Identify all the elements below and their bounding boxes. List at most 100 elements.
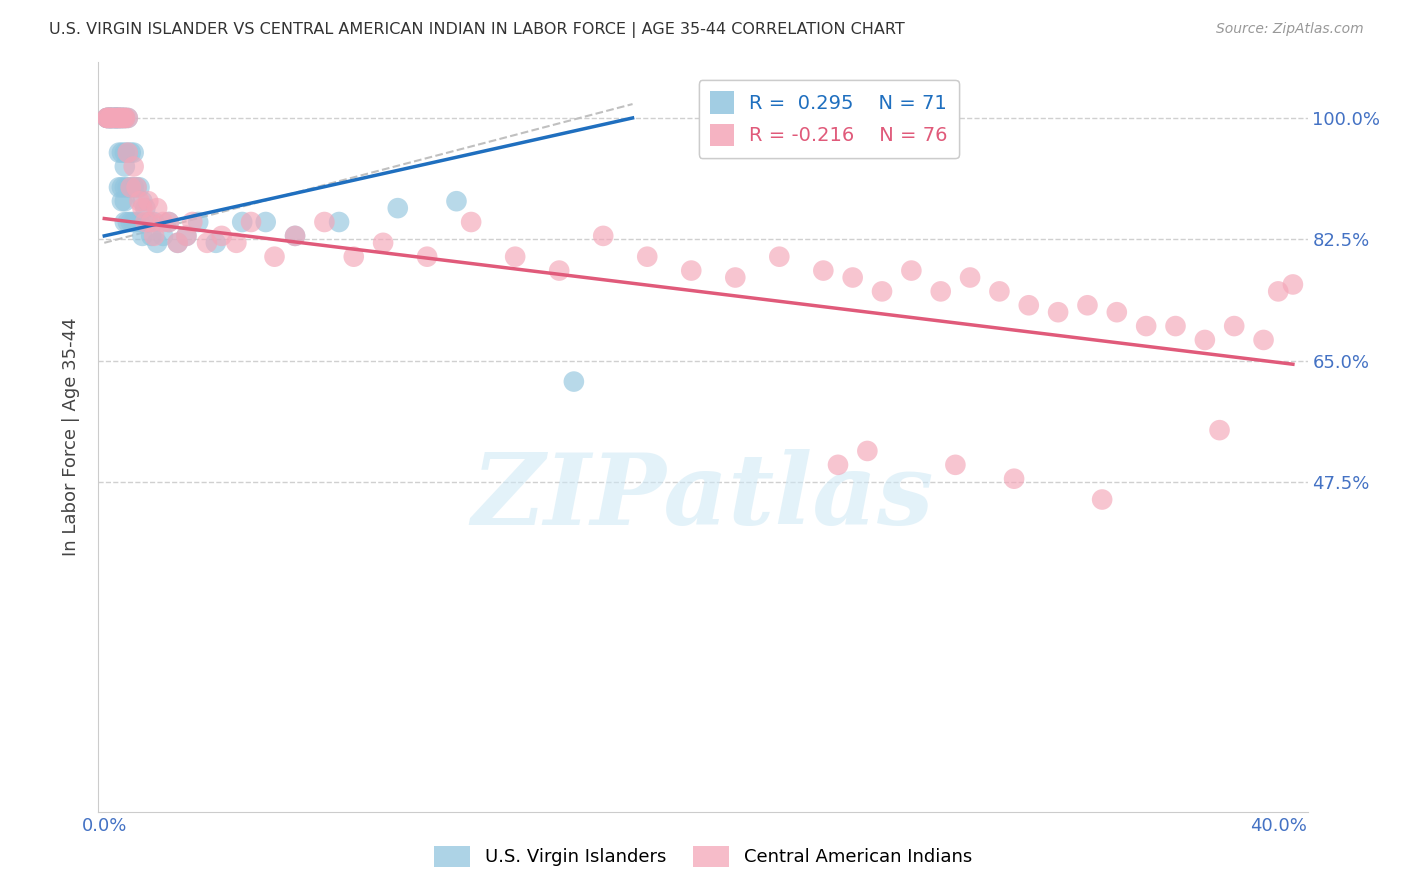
Point — [166, 235, 188, 250]
Text: Source: ZipAtlas.com: Source: ZipAtlas.com — [1216, 22, 1364, 37]
Point — [724, 270, 747, 285]
Point — [636, 250, 658, 264]
Point — [146, 235, 169, 250]
Point — [96, 111, 118, 125]
Point — [108, 111, 131, 125]
Point — [1135, 319, 1157, 334]
Point — [96, 111, 118, 125]
Point — [108, 180, 131, 194]
Point — [562, 375, 585, 389]
Point — [131, 201, 153, 215]
Point — [1076, 298, 1098, 312]
Point — [240, 215, 263, 229]
Point — [225, 235, 247, 250]
Point — [592, 228, 614, 243]
Point — [122, 215, 145, 229]
Point — [1002, 472, 1025, 486]
Point — [98, 111, 121, 125]
Point — [152, 215, 174, 229]
Point — [108, 111, 131, 125]
Point — [314, 215, 336, 229]
Point — [1194, 333, 1216, 347]
Point — [111, 111, 134, 125]
Point — [134, 215, 156, 229]
Point — [125, 180, 148, 194]
Point — [108, 111, 131, 125]
Point — [195, 235, 218, 250]
Point — [114, 215, 136, 229]
Point — [125, 180, 148, 194]
Point — [98, 111, 121, 125]
Point — [152, 228, 174, 243]
Point — [134, 201, 156, 215]
Point — [117, 145, 139, 160]
Point — [117, 111, 139, 125]
Point — [101, 111, 124, 125]
Point — [120, 180, 142, 194]
Point — [768, 250, 790, 264]
Point — [211, 228, 233, 243]
Point — [371, 235, 394, 250]
Point — [114, 194, 136, 209]
Point — [117, 215, 139, 229]
Point — [187, 215, 209, 229]
Point — [122, 145, 145, 160]
Point — [136, 194, 159, 209]
Point — [1282, 277, 1305, 292]
Point — [387, 201, 409, 215]
Point — [959, 270, 981, 285]
Point — [105, 111, 128, 125]
Point — [141, 215, 163, 229]
Point — [111, 111, 134, 125]
Point — [105, 111, 128, 125]
Point — [108, 111, 131, 125]
Point — [117, 180, 139, 194]
Point — [98, 111, 121, 125]
Point — [157, 215, 180, 229]
Point — [111, 111, 134, 125]
Point — [1105, 305, 1128, 319]
Point — [328, 215, 350, 229]
Point — [96, 111, 118, 125]
Point — [1018, 298, 1040, 312]
Point — [1267, 285, 1289, 299]
Point — [98, 111, 121, 125]
Point — [111, 145, 134, 160]
Point — [136, 215, 159, 229]
Point — [128, 180, 150, 194]
Point — [105, 111, 128, 125]
Point — [284, 228, 307, 243]
Point — [96, 111, 118, 125]
Point — [114, 111, 136, 125]
Point — [111, 194, 134, 209]
Point — [204, 235, 226, 250]
Point — [446, 194, 468, 209]
Point — [105, 111, 128, 125]
Point — [98, 111, 121, 125]
Point — [813, 263, 835, 277]
Point — [98, 111, 121, 125]
Point — [108, 111, 131, 125]
Point — [146, 201, 169, 215]
Point — [101, 111, 124, 125]
Point — [128, 194, 150, 209]
Point — [114, 111, 136, 125]
Point — [98, 111, 121, 125]
Point — [157, 215, 180, 229]
Legend: U.S. Virgin Islanders, Central American Indians: U.S. Virgin Islanders, Central American … — [427, 838, 979, 874]
Point — [101, 111, 124, 125]
Point — [108, 111, 131, 125]
Point — [900, 263, 922, 277]
Point — [1164, 319, 1187, 334]
Point — [988, 285, 1011, 299]
Point — [1047, 305, 1070, 319]
Point — [1223, 319, 1246, 334]
Text: ZIPatlas: ZIPatlas — [472, 449, 934, 545]
Point — [101, 111, 124, 125]
Point — [120, 145, 142, 160]
Point — [114, 111, 136, 125]
Point — [108, 145, 131, 160]
Point — [231, 215, 253, 229]
Point — [111, 111, 134, 125]
Point — [1208, 423, 1230, 437]
